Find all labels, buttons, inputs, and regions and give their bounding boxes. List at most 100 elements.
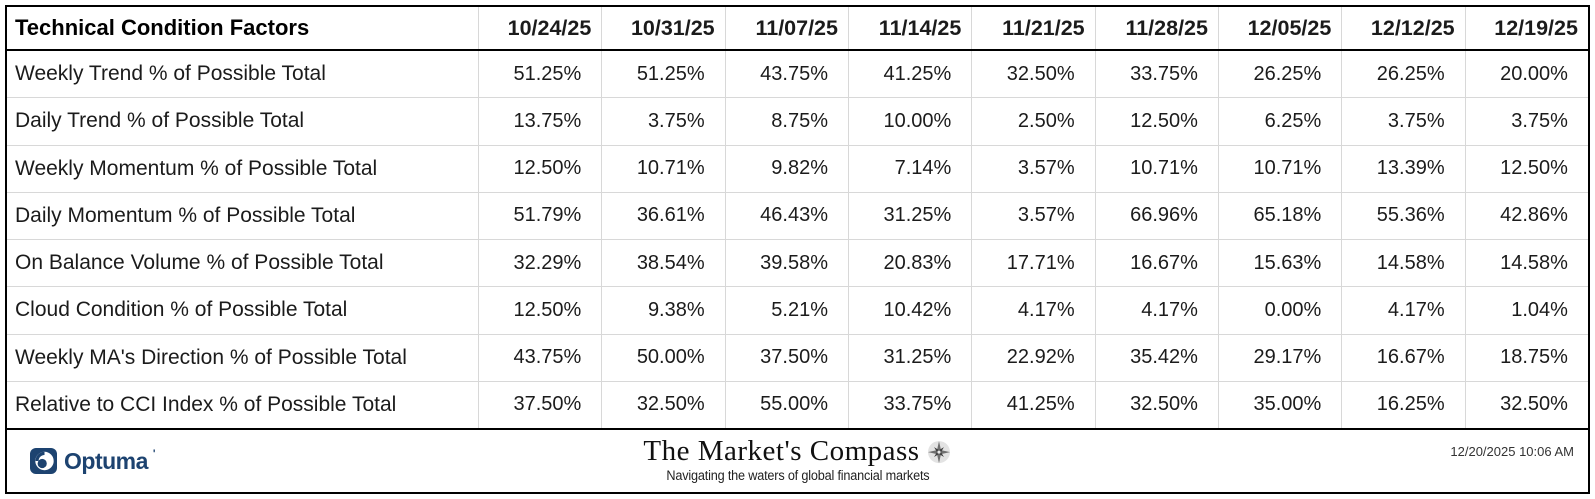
header-date-cell: 12/19/25 <box>1494 15 1578 40</box>
header-date-cell: 12/12/25 <box>1342 7 1466 49</box>
value-cell: 3.75% <box>1511 109 1568 132</box>
table-row: Daily Momentum % of Possible Total 51.79%… <box>7 191 1588 239</box>
value-cell: 3.75% <box>602 98 726 145</box>
value-cell: 12.50% <box>1500 157 1568 180</box>
report-table: Technical Condition Factors 10/24/25 10/3… <box>5 5 1590 494</box>
value-cell: 32.50% <box>602 381 726 428</box>
value-cell: 12.50% <box>479 287 603 334</box>
footer: Optuma ' The Market's Compass Navigating… <box>7 428 1588 492</box>
value-cell: 12.50% <box>1096 98 1219 145</box>
row-label: Weekly Momentum % of Possible Total <box>7 145 479 192</box>
value-cell: 9.38% <box>602 287 726 334</box>
value-cell: 26.25% <box>1219 51 1343 98</box>
value-cell: 13.39% <box>1342 145 1466 192</box>
value-cell: 51.25% <box>602 51 726 98</box>
row-label: Weekly MA's Direction % of Possible Tota… <box>7 334 479 381</box>
value-cell: 31.25% <box>849 334 973 381</box>
header-date-cell: 12/05/25 <box>1219 7 1343 49</box>
value-cell: 43.75% <box>726 51 849 98</box>
value-cell: 10.00% <box>849 98 973 145</box>
header-row: Technical Condition Factors 10/24/25 10/3… <box>7 7 1588 51</box>
value-cell: 14.58% <box>1500 251 1568 274</box>
table-row: Relative to CCI Index % of Possible Tota… <box>7 380 1588 428</box>
value-cell: 17.71% <box>972 240 1096 287</box>
header-date-cell: 11/21/25 <box>972 7 1096 49</box>
value-cell: 4.17% <box>1096 287 1219 334</box>
value-cell: 42.86% <box>1500 204 1568 227</box>
value-cell: 33.75% <box>1096 51 1219 98</box>
value-cell: 4.17% <box>1342 287 1466 334</box>
value-cell: 2.50% <box>972 98 1096 145</box>
value-cell: 43.75% <box>479 334 603 381</box>
value-cell: 37.50% <box>479 381 603 428</box>
value-cell: 5.21% <box>726 287 849 334</box>
row-label: Daily Momentum % of Possible Total <box>7 192 479 239</box>
table-row: Weekly Trend % of Possible Total 51.25% 51… <box>7 51 1588 98</box>
value-cell: 29.17% <box>1219 334 1343 381</box>
brand-block: The Market's Compass Navigating the wate… <box>7 437 1588 483</box>
value-cell: 7.14% <box>849 145 973 192</box>
compass-rose-icon <box>926 439 952 465</box>
row-label: Cloud Condition % of Possible Total <box>7 287 479 334</box>
report-timestamp: 12/20/2025 10:06 AM <box>1450 444 1574 459</box>
value-cell: 15.63% <box>1219 240 1343 287</box>
header-date-cell: 11/07/25 <box>726 7 849 49</box>
row-label: On Balance Volume % of Possible Total <box>7 240 479 287</box>
row-label: Weekly Trend % of Possible Total <box>7 51 479 98</box>
header-date-cell: 11/14/25 <box>849 7 973 49</box>
row-label: Relative to CCI Index % of Possible Tota… <box>7 381 479 428</box>
value-cell: 6.25% <box>1219 98 1343 145</box>
value-cell: 66.96% <box>1096 192 1219 239</box>
value-cell: 32.29% <box>479 240 603 287</box>
value-cell: 22.92% <box>972 334 1096 381</box>
value-cell: 12.50% <box>479 145 603 192</box>
value-cell: 55.36% <box>1342 192 1466 239</box>
value-cell: 1.04% <box>1511 298 1568 321</box>
optuma-logo: Optuma ' <box>29 446 156 476</box>
value-cell: 46.43% <box>726 192 849 239</box>
optuma-wordmark: Optuma <box>64 447 148 474</box>
table-row: Weekly MA's Direction % of Possible Tota… <box>7 333 1588 381</box>
value-cell: 32.50% <box>1096 381 1219 428</box>
value-cell: 33.75% <box>849 381 973 428</box>
value-cell: 16.67% <box>1096 240 1219 287</box>
table-row: On Balance Volume % of Possible Total 32.… <box>7 239 1588 287</box>
value-cell: 3.57% <box>972 145 1096 192</box>
row-label: Daily Trend % of Possible Total <box>7 98 479 145</box>
value-cell: 16.25% <box>1342 381 1466 428</box>
value-cell: 32.50% <box>1500 393 1568 416</box>
trademark-tick: ' <box>152 448 156 460</box>
value-cell: 31.25% <box>849 192 973 239</box>
value-cell: 10.42% <box>849 287 973 334</box>
value-cell: 8.75% <box>726 98 849 145</box>
value-cell: 4.17% <box>972 287 1096 334</box>
value-cell: 10.71% <box>602 145 726 192</box>
value-cell: 14.58% <box>1342 240 1466 287</box>
value-cell: 35.42% <box>1096 334 1219 381</box>
value-cell: 41.25% <box>849 51 973 98</box>
table-row: Cloud Condition % of Possible Total 12.50… <box>7 286 1588 334</box>
value-cell: 50.00% <box>602 334 726 381</box>
value-cell: 65.18% <box>1219 192 1343 239</box>
value-cell: 55.00% <box>726 381 849 428</box>
value-cell: 32.50% <box>972 51 1096 98</box>
value-cell: 10.71% <box>1096 145 1219 192</box>
value-cell: 26.25% <box>1342 51 1466 98</box>
optuma-icon <box>29 446 59 476</box>
brand-title: The Market's Compass <box>643 435 920 468</box>
value-cell: 41.25% <box>972 381 1096 428</box>
value-cell: 38.54% <box>602 240 726 287</box>
brand-subtitle: Navigating the waters of global financia… <box>665 468 930 484</box>
value-cell: 18.75% <box>1500 346 1568 369</box>
table-grid: Technical Condition Factors 10/24/25 10/3… <box>7 7 1588 428</box>
value-cell: 37.50% <box>726 334 849 381</box>
value-cell: 36.61% <box>602 192 726 239</box>
value-cell: 3.57% <box>972 192 1096 239</box>
value-cell: 39.58% <box>726 240 849 287</box>
header-title: Technical Condition Factors <box>7 7 479 49</box>
table-row: Weekly Momentum % of Possible Total 12.50… <box>7 144 1588 192</box>
value-cell: 0.00% <box>1219 287 1343 334</box>
header-date-cell: 10/24/25 <box>479 7 603 49</box>
table-row: Daily Trend % of Possible Total 13.75% 3.7… <box>7 97 1588 145</box>
value-cell: 51.79% <box>479 192 603 239</box>
